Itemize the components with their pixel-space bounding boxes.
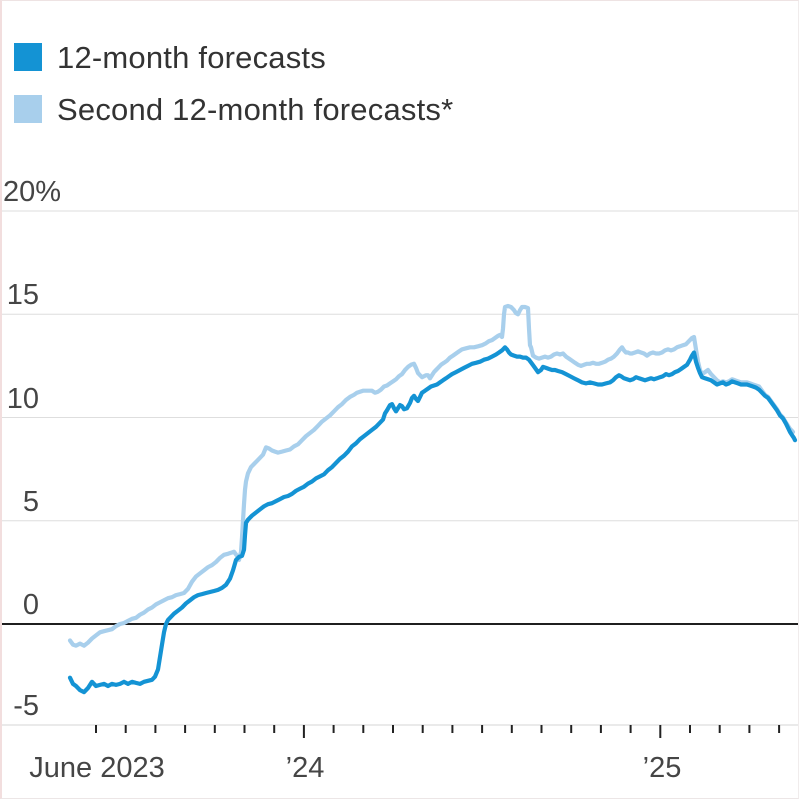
line-second-12-month-forecasts <box>67 303 796 648</box>
y-axis-label: 0 <box>22 589 39 621</box>
y-axis-label: 5 <box>22 485 39 518</box>
legend-item-12-month: 12-month forecasts <box>14 39 453 75</box>
x-axis-label: ’25 <box>642 752 682 784</box>
x-axis-label: June 2023 <box>29 752 165 784</box>
dark-blue-swatch-icon <box>14 43 42 71</box>
y-axis-label: -5 <box>13 690 39 722</box>
y-axis-label: 10 <box>6 382 39 415</box>
y-axis-label: 20% <box>2 176 61 208</box>
x-axis-label: ’24 <box>285 752 325 784</box>
legend-label-12-month: 12-month forecasts <box>57 39 326 75</box>
legend-item-second-12-month: Second 12-month forecasts* <box>14 91 454 127</box>
line-12-month-forecasts <box>67 345 798 695</box>
y-axis-label: 15 <box>6 279 39 312</box>
chart-legend: 12-month forecasts Second 12-month forec… <box>14 39 454 147</box>
legend-label-second-12-month: Second 12-month forecasts* <box>57 91 454 127</box>
light-blue-swatch-icon <box>14 95 42 123</box>
